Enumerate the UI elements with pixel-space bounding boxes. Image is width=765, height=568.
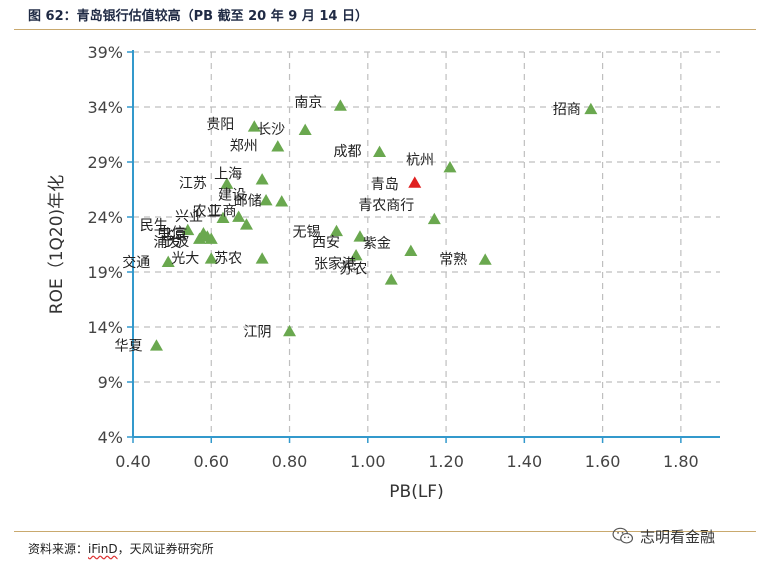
point-label: 江阴 [244, 324, 272, 340]
point-label: 邮储 [234, 194, 262, 210]
point-label: 兴业 [175, 209, 203, 225]
data-point [584, 102, 598, 115]
point-label: 建设 [218, 188, 246, 204]
data-point [373, 145, 387, 157]
data-point [298, 123, 312, 135]
axes [127, 50, 720, 443]
data-point [349, 249, 363, 261]
data-point [283, 324, 297, 337]
x-tick-label: 1.00 [350, 452, 386, 471]
data-point [247, 120, 261, 132]
y-tick-label: 14% [87, 318, 123, 337]
point-label: 苏农 [214, 251, 242, 267]
data-point [404, 244, 418, 256]
source-ifind: iFinD [88, 542, 118, 556]
point-label: 北京 [159, 227, 187, 243]
data-point [255, 173, 269, 185]
point-label: 张家港 [314, 256, 356, 273]
y-tick-label: 34% [87, 98, 123, 117]
data-point [384, 273, 398, 285]
x-tick-label: 1.80 [663, 452, 699, 471]
point-label: 宁波 [161, 233, 189, 250]
point-label: 招商 [553, 102, 581, 118]
source-prefix: 资料来源： [28, 542, 89, 556]
point-label: 长沙 [257, 122, 285, 138]
y-tick-label: 4% [98, 428, 123, 447]
point-label: 苏农 [339, 262, 367, 278]
point-label: 上海 [214, 167, 242, 183]
data-point [275, 195, 289, 207]
x-axis-title: PB(LF) [389, 482, 443, 502]
source-note: 资料来源：iFinD，天风证券研究所 [28, 540, 214, 557]
y-tick-label: 19% [87, 263, 123, 282]
watermark-text: 志明看金融 [640, 528, 716, 546]
y-axis-title: ROE（1Q20)年化 [47, 175, 67, 314]
x-tick-label: 0.40 [115, 452, 151, 471]
data-point [271, 140, 285, 152]
bottom-rule [14, 531, 756, 532]
point-label: 贵阳 [206, 117, 234, 133]
data-point [427, 212, 441, 225]
y-tick-label: 9% [98, 373, 123, 392]
point-label: 郑州 [230, 139, 258, 155]
data-point [220, 177, 234, 189]
point-label: 西安 [312, 235, 340, 251]
point-label: 成都 [334, 144, 362, 160]
x-tick-label: 0.60 [193, 452, 229, 471]
wechat-icon [612, 527, 634, 544]
data-point [204, 232, 218, 244]
point-label: 紫金 [363, 236, 391, 252]
point-label: 农业 [193, 204, 221, 220]
data-point [478, 253, 492, 265]
data-point [232, 210, 246, 222]
x-tick-label: 1.60 [585, 452, 621, 471]
data-point [216, 211, 230, 223]
data-point [443, 161, 457, 173]
grid-lines [133, 51, 720, 437]
point-label: 浦发 [154, 235, 182, 251]
data-point [193, 232, 207, 244]
data-point [255, 252, 269, 264]
x-tick-label: 0.80 [272, 452, 308, 471]
point-label: 工商 [208, 204, 236, 220]
point-label: 杭州 [406, 153, 434, 169]
data-point [353, 230, 367, 242]
scatter-chart: 4% 9% 14% 19% 24% 29% 34% 39% 0.40 0.60 0.80 1.00 1.… [47, 43, 720, 502]
data-point [239, 218, 253, 230]
top-rule [14, 29, 756, 30]
data-point [333, 99, 347, 111]
point-label: 民生 [140, 218, 168, 234]
data-point [204, 252, 218, 264]
point-label: 常熟 [439, 252, 467, 268]
point-label: 中信 [157, 226, 185, 242]
point-label: 江苏 [179, 176, 207, 192]
watermark: 志明看金融 [612, 526, 715, 547]
source-suffix: ，天风证券研究所 [117, 542, 214, 556]
point-label: 光大 [171, 251, 199, 267]
y-tick-label: 24% [87, 208, 123, 227]
x-tick-label: 1.40 [507, 452, 543, 471]
tick-labels: 4% 9% 14% 19% 24% 29% 34% 39% 0.40 0.60 0.80 1.00 1.… [87, 43, 698, 471]
data-point [149, 339, 163, 351]
point-label: 无锡 [292, 224, 320, 240]
x-tick-label: 1.20 [428, 452, 464, 471]
data-point [161, 255, 175, 267]
y-tick-label: 29% [87, 153, 123, 172]
point-label: 交通 [122, 254, 150, 271]
point-label: 华夏 [114, 339, 142, 355]
data-point [329, 224, 343, 237]
highlight-point [408, 176, 422, 188]
point-label: 南京 [294, 95, 322, 111]
point-label: 青岛 [371, 177, 399, 193]
data-point [259, 194, 273, 206]
point-label: 青农商行 [358, 198, 414, 214]
y-tick-label: 39% [87, 43, 123, 62]
data-point [181, 223, 195, 236]
data-points [149, 99, 598, 351]
figure-title: 图 62：青岛银行估值较高（PB 截至 20 年 9 月 14 日） [28, 9, 368, 24]
